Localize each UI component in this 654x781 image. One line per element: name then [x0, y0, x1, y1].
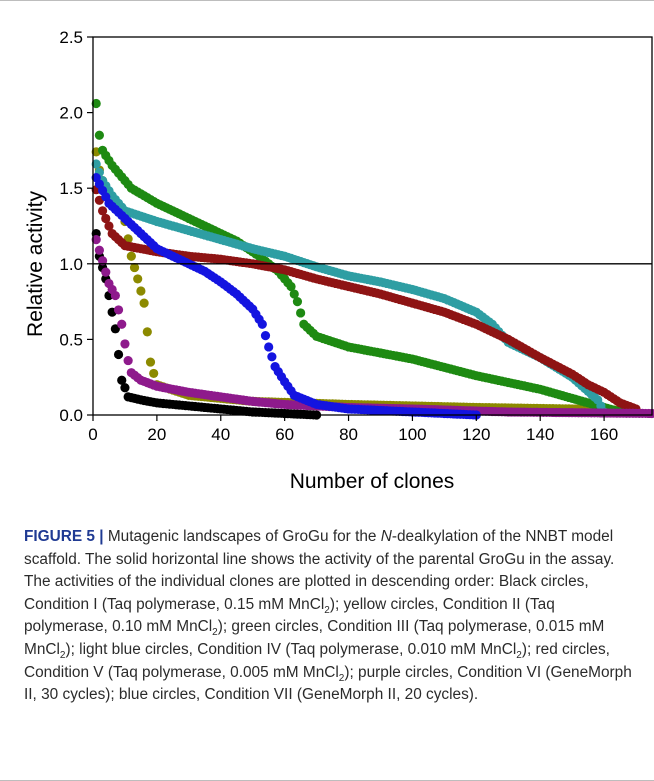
data-point: [117, 375, 127, 385]
y-tick-label: 2.0: [59, 104, 83, 123]
data-point: [113, 305, 124, 315]
figure-label: FIGURE 5 |: [24, 528, 104, 545]
data-point: [139, 298, 149, 308]
plot-frame: [92, 36, 653, 416]
data-point: [110, 324, 120, 334]
x-tick-label: 0: [88, 425, 97, 444]
data-point: [292, 297, 303, 307]
x-tick-label: 20: [147, 425, 166, 444]
data-point: [142, 327, 152, 337]
data-point: [110, 290, 120, 301]
series-1: [91, 228, 322, 420]
y-tick-label: 1.0: [59, 255, 83, 274]
caption-subscript: 2: [516, 650, 522, 662]
caption-text: ); light blue circles, Condition IV (Taq…: [65, 640, 517, 658]
data-point: [267, 352, 277, 362]
data-point: [136, 286, 146, 296]
data-point: [101, 267, 111, 277]
caption-text: ); red circles, Condition V (Taq polymer…: [24, 640, 610, 681]
caption-text: ); yellow circles, Condition II (Taq pol…: [24, 595, 555, 636]
series-7: [91, 173, 481, 420]
x-tick-label: 160: [590, 425, 618, 444]
data-point: [120, 339, 130, 349]
series-5: [91, 185, 641, 414]
data-point: [257, 319, 267, 329]
data-point: [120, 383, 130, 393]
caption-subscript: 2: [338, 672, 345, 684]
data-point: [97, 206, 108, 216]
caption-italic: N: [380, 528, 392, 545]
data-point: [94, 245, 104, 255]
data-point: [296, 308, 306, 318]
axes: 0.0 0.5 1.0 1.5 2.0 2.5 0 20 40 60 80 100 120 140 160: [59, 28, 618, 444]
y-tick-label: 2.5: [59, 28, 83, 47]
caption-text: Mutagenic landscapes of GroGu for the: [103, 528, 381, 545]
top-rule: [0, 0, 654, 1]
data-point: [91, 235, 101, 245]
caption-text: -dealkylation of the NNBT model scaffold…: [24, 528, 615, 613]
data-point: [286, 281, 296, 292]
y-tick-label: 0.5: [59, 330, 83, 349]
figure-caption: FIGURE 5 | Mutagenic landscapes of GroGu…: [24, 526, 634, 707]
data-point: [113, 349, 124, 360]
caption-subscript: 2: [59, 650, 66, 662]
y-tick-label: 0.0: [59, 406, 83, 425]
data-point: [133, 274, 143, 284]
y-tick-label: 1.5: [59, 179, 83, 198]
x-tick-label: 80: [339, 425, 358, 444]
data-point: [260, 331, 271, 341]
caption-text: ); green circles, Condition III (Taq pol…: [24, 618, 605, 658]
data-point: [104, 221, 114, 231]
data-point: [97, 256, 108, 266]
x-tick-label: 100: [398, 425, 426, 444]
data-point: [101, 213, 111, 224]
caption-text: ); purple circles, Condition VI (GeneMor…: [24, 663, 632, 704]
x-axis-title: Number of clones: [290, 470, 455, 493]
data-point: [117, 319, 127, 329]
y-axis-title: Relative activity: [24, 191, 47, 337]
caption-subscript: 2: [212, 627, 218, 639]
data-point: [145, 357, 156, 367]
data-point: [289, 289, 299, 299]
chart: 0.00.51.01.52.02.50 20 40 60 80 100 120 140 160 …: [24, 28, 654, 493]
x-tick-label: 60: [275, 425, 294, 444]
data-point: [91, 159, 101, 169]
data-point: [129, 262, 140, 273]
data-point: [126, 251, 136, 261]
x-tick-label: 140: [526, 425, 554, 444]
x-tick-label: 40: [211, 425, 230, 444]
data-point: [123, 355, 133, 366]
data-point: [94, 130, 104, 140]
data-point: [91, 98, 101, 109]
data-point: [149, 368, 159, 379]
caption-subscript: 2: [324, 604, 330, 616]
chart-marks: [91, 98, 654, 420]
x-tick-label: 120: [462, 425, 490, 444]
data-point: [264, 342, 274, 352]
